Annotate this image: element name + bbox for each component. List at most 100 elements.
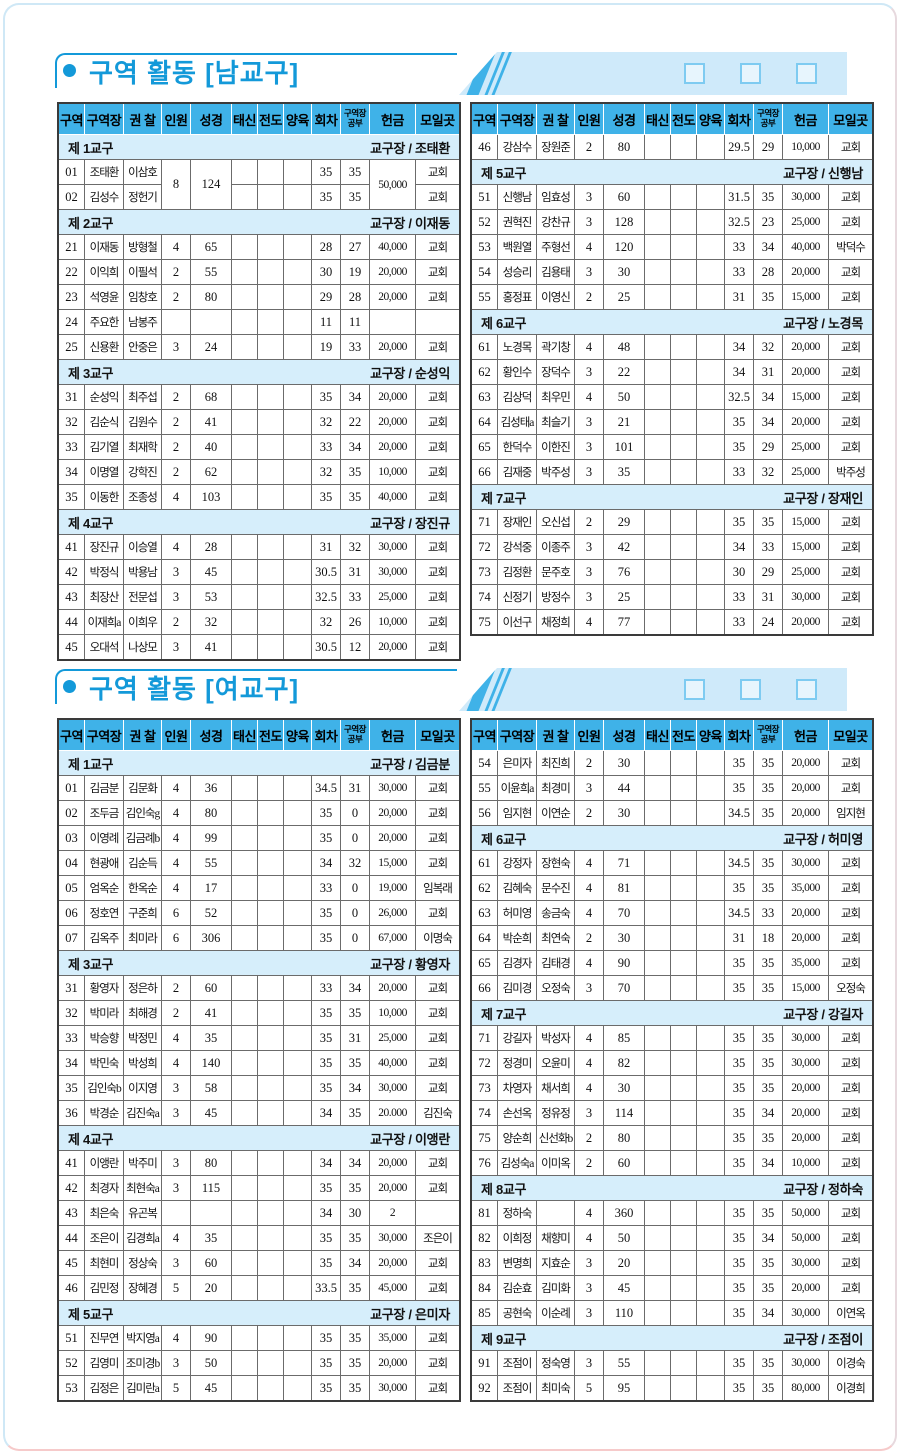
col-header-yangyuk: 양육 — [283, 102, 312, 135]
cell-place: 교회 — [828, 1125, 874, 1151]
col-header-district: 구역 — [470, 718, 498, 751]
table-row: 35 김인숙b 이지영 3 58 35 34 30,000 교회 — [57, 1075, 461, 1101]
col-header-district: 구역 — [470, 102, 498, 135]
cell-members: 4 — [161, 1050, 191, 1076]
cell-yangyuk — [696, 875, 725, 901]
cell-place: 이연옥 — [828, 1300, 874, 1326]
cell-bible: 30 — [603, 259, 645, 285]
cell-study: 35 — [753, 1350, 783, 1376]
cell-jeondo — [257, 1175, 284, 1201]
cell-offering: 35,000 — [369, 1325, 416, 1351]
table-row: 85 공현숙 이순례 3 110 35 34 30,000 이연옥 — [470, 1300, 874, 1326]
cell-kwonchal: 최미라 — [123, 925, 162, 951]
cell-bible: 30 — [603, 750, 645, 776]
cell-district: 03 — [57, 825, 85, 851]
col-header-place: 모일곳 — [415, 102, 461, 135]
col-header-district: 구역 — [57, 102, 85, 135]
cell-taesin — [644, 1100, 671, 1126]
cell-members: 3 — [574, 409, 604, 435]
cell-leader: 김상덕 — [497, 384, 537, 410]
cell-place: 교회 — [828, 1250, 874, 1276]
district-group-row: 제 6교구 교구장 / 노경목 — [470, 309, 874, 335]
cell-study: 34 — [340, 1075, 370, 1101]
cell-jeondo — [257, 484, 284, 510]
cell-jeondo — [670, 359, 697, 385]
cell-district: 02 — [57, 184, 85, 210]
table-row: 53 백원열 주형선 4 120 33 34 40,000 박덕수 — [470, 234, 874, 260]
cell-bible: 90 — [190, 1325, 232, 1351]
district-group-row: 제 3교구 교구장 / 황영자 — [57, 950, 461, 976]
cell-hoecha: 35 — [724, 1225, 754, 1251]
cell-leader: 김영미 — [84, 1350, 124, 1376]
cell-members: 4 — [161, 1225, 191, 1251]
cell-hoecha: 35 — [311, 1350, 341, 1376]
cell-place: 교회 — [828, 750, 874, 776]
district-table-nam-right: 구역 구역장 권 찰 인원 성경 태신 전도 양육 회차 구역장 공부 헌금 모일곳 46 강삼수 장원준 2 8… — [470, 102, 874, 636]
cell-hoecha: 34.5 — [724, 850, 754, 876]
group-leader: 교구장 / 조점이 — [783, 1331, 863, 1347]
cell-leader: 이재희a — [84, 609, 124, 635]
cell-district: 61 — [470, 334, 498, 360]
cell-jeondo — [257, 534, 284, 560]
cell-leader: 김옥주 — [84, 925, 124, 951]
cell-district: 46 — [57, 1275, 85, 1301]
group-name: 제 8교구 — [481, 1181, 527, 1197]
cell-hoecha: 32.5 — [724, 209, 754, 235]
cell-taesin — [231, 1100, 258, 1126]
cell-hoecha: 35 — [724, 950, 754, 976]
cell-kwonchal: 조종성 — [123, 484, 162, 510]
cell-district: 07 — [57, 925, 85, 951]
cell-jeondo — [670, 334, 697, 360]
table-row: 04 현광애 김순득 4 55 34 32 15,000 교회 — [57, 850, 461, 876]
cell-place: 교회 — [415, 800, 461, 826]
cell-members: 4 — [574, 334, 604, 360]
cell-district: 51 — [470, 184, 498, 210]
cell-kwonchal: 김문화 — [123, 775, 162, 801]
cell-members: 3 — [161, 1150, 191, 1176]
cell-study: 26 — [340, 609, 370, 635]
cell-leader: 신행남 — [497, 184, 537, 210]
cell-leader: 조두금 — [84, 800, 124, 826]
cell-jeondo — [257, 975, 284, 1001]
cell-study: 0 — [340, 925, 370, 951]
table-row: 91 조점이 정숙영 3 55 35 35 30,000 이경숙 — [470, 1350, 874, 1376]
group-leader: 교구장 / 김금분 — [370, 756, 450, 772]
cell-jeondo — [257, 925, 284, 951]
cell-district: 21 — [57, 234, 85, 260]
cell-district: 66 — [470, 975, 498, 1001]
cell-place: 교회 — [415, 1375, 461, 1402]
cell-study: 32 — [340, 534, 370, 560]
table-row: 71 장재인 오신섭 2 29 35 35 15,000 교회 — [470, 509, 874, 535]
col-header-kwonchal: 권 찰 — [123, 102, 162, 135]
cell-jeondo — [257, 1225, 284, 1251]
cell-bible: 25 — [603, 584, 645, 610]
checkbox-icon — [740, 679, 761, 700]
cell-district: 84 — [470, 1275, 498, 1301]
cell-kwonchal: 이연순 — [536, 800, 575, 826]
cell-members: 4 — [574, 1075, 604, 1101]
group-leader: 교구장 / 이앵란 — [370, 1131, 450, 1147]
table-row: 63 허미영 송금숙 4 70 34.5 33 20,000 교회 — [470, 900, 874, 926]
cell-kwonchal: 구준희 — [123, 900, 162, 926]
cell-district: 73 — [470, 1075, 498, 1101]
cell-taesin — [644, 609, 671, 636]
cell-hoecha: 33.5 — [311, 1275, 341, 1301]
cell-yangyuk — [696, 1350, 725, 1376]
cell-jeondo — [670, 1275, 697, 1301]
section-header: 구역 활동 [남교구] — [55, 50, 847, 100]
cell-yangyuk — [696, 1100, 725, 1126]
cell-bible: 20 — [190, 1275, 232, 1301]
cell-leader: 은미자 — [497, 750, 537, 776]
cell-taesin — [231, 925, 258, 951]
cell-hoecha: 35 — [724, 1125, 754, 1151]
col-header-leader: 구역장 — [84, 102, 124, 135]
cell-district: 43 — [57, 584, 85, 610]
cell-offering: 20,000 — [369, 334, 416, 360]
cell-offering: 25,000 — [782, 209, 829, 235]
cell-kwonchal: 김경희a — [123, 1225, 162, 1251]
cell-district: 35 — [57, 484, 85, 510]
cell-bible: 36 — [190, 775, 232, 801]
cell-leader: 진무연 — [84, 1325, 124, 1351]
section-bullet-icon — [63, 64, 76, 77]
cell-leader: 박순희 — [497, 925, 537, 951]
